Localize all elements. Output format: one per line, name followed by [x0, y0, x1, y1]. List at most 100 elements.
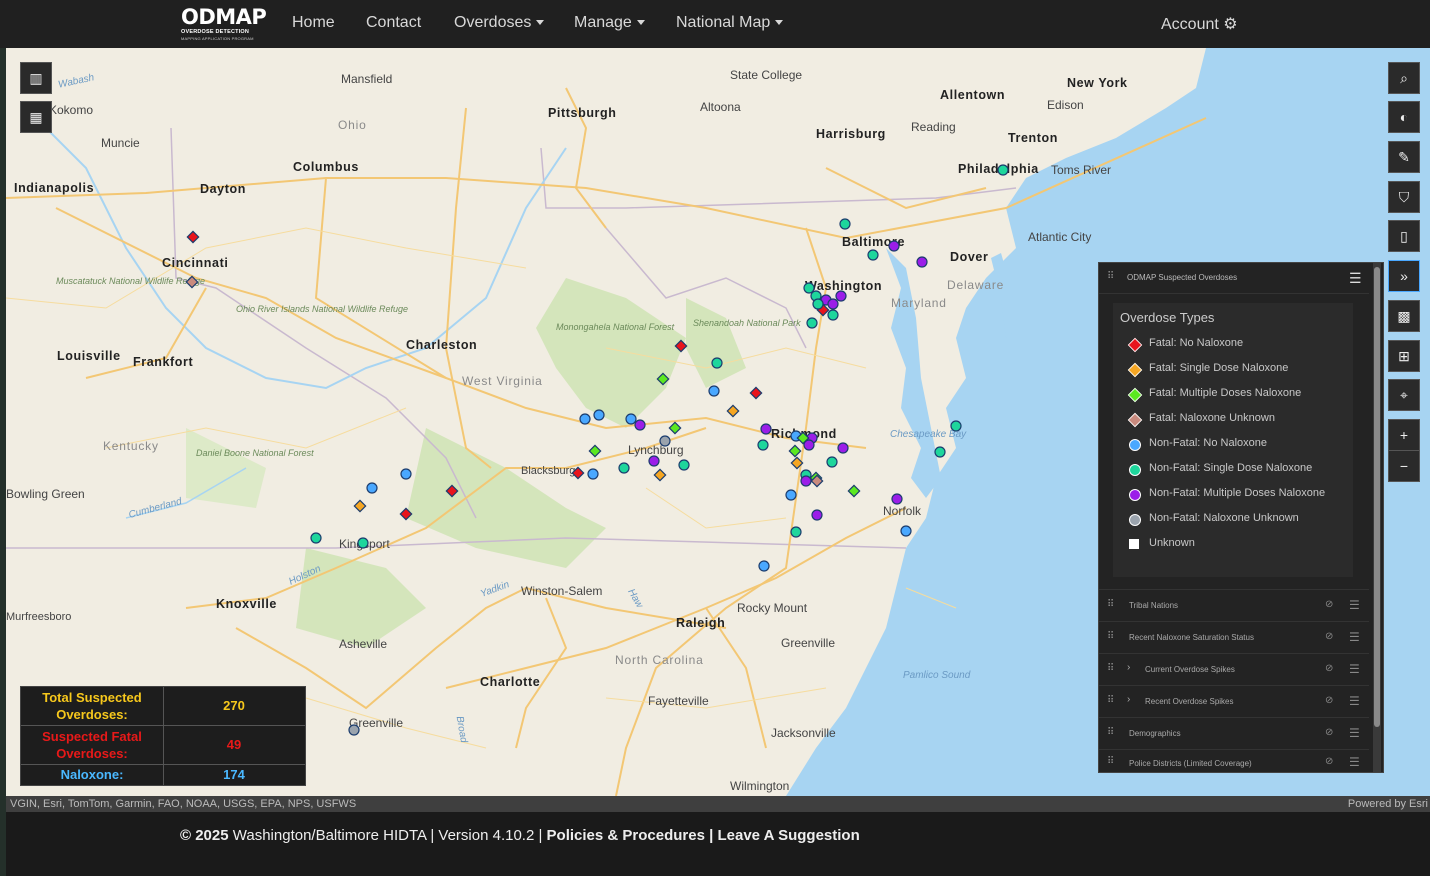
overdose-marker[interactable] [812, 298, 824, 310]
overdose-marker[interactable] [185, 275, 199, 289]
overdose-marker[interactable] [653, 468, 667, 482]
overdose-marker[interactable] [357, 537, 369, 549]
drag-handle-icon[interactable]: ⠿ [1107, 727, 1114, 738]
overdose-marker[interactable] [950, 420, 962, 432]
draw-pencil-icon[interactable]: ✎ [1388, 141, 1420, 173]
basemap-icon[interactable]: ◐ [1388, 101, 1420, 133]
overdose-marker[interactable] [785, 489, 797, 501]
overdose-marker[interactable] [934, 446, 946, 458]
overdose-marker[interactable] [366, 482, 378, 494]
overdose-marker[interactable] [587, 468, 599, 480]
list-icon[interactable]: ☰ [1349, 694, 1360, 708]
scrollbar-thumb[interactable] [1374, 267, 1380, 727]
overdose-marker[interactable] [711, 357, 723, 369]
overdose-marker[interactable] [867, 249, 879, 261]
chart-icon[interactable]: ▥ [20, 62, 52, 94]
visibility-off-icon[interactable]: ⊘ [1325, 663, 1334, 674]
overdose-marker[interactable] [353, 499, 367, 513]
list-icon[interactable]: ☰ [1349, 726, 1360, 740]
bookmark-icon[interactable]: ▯ [1388, 220, 1420, 252]
legend-scrollbar[interactable] [1373, 263, 1381, 772]
overdose-marker[interactable] [659, 435, 671, 447]
policies-link[interactable]: Policies & Procedures [546, 827, 705, 844]
overdose-marker[interactable] [811, 509, 823, 521]
overdose-marker[interactable] [593, 409, 605, 421]
overdose-marker[interactable] [835, 290, 847, 302]
overdose-marker[interactable] [399, 507, 413, 521]
overdose-marker[interactable] [827, 309, 839, 321]
layer-row[interactable]: ⠿ Demographics ⊘ ☰ [1099, 717, 1369, 750]
overdose-marker[interactable] [800, 475, 812, 487]
overdose-marker[interactable] [758, 560, 770, 572]
overdose-markers-layer[interactable] [6, 48, 1430, 796]
qr-grid-icon[interactable]: ▩ [1388, 300, 1420, 332]
list-icon[interactable]: ☰ [1349, 755, 1360, 769]
chevron-right-icon[interactable]: › [1127, 694, 1131, 705]
table-icon[interactable]: ▦ [20, 101, 52, 133]
overdose-marker[interactable] [847, 484, 861, 498]
overdose-marker[interactable] [810, 474, 824, 488]
layer-row[interactable]: ⠿ Police Districts (Limited Coverage) ⊘ ☰ [1099, 749, 1369, 772]
layer-row[interactable]: ⠿ › Current Overdose Spikes ⊘ ☰ [1099, 653, 1369, 686]
overdose-marker[interactable] [997, 164, 1009, 176]
search-icon[interactable]: ⌕ [1388, 62, 1420, 94]
nav-national-map-dropdown[interactable]: National Map [676, 14, 784, 32]
overdose-marker[interactable] [708, 385, 720, 397]
overdose-marker[interactable] [837, 442, 849, 454]
drag-handle-icon[interactable]: ⠿ [1107, 695, 1114, 706]
visibility-off-icon[interactable]: ⊘ [1325, 727, 1334, 738]
overdose-marker[interactable] [900, 525, 912, 537]
overdose-marker[interactable] [803, 282, 815, 294]
overdose-marker[interactable] [726, 404, 740, 418]
overdose-marker[interactable] [579, 413, 591, 425]
overdose-marker[interactable] [790, 456, 804, 470]
drag-handle-icon[interactable]: ⠿ [1107, 599, 1114, 610]
layer-row[interactable]: ⠿ Recent Naloxone Saturation Status ⊘ ☰ [1099, 621, 1369, 654]
overdose-marker[interactable] [310, 532, 322, 544]
layer-row[interactable]: ⠿ › Recent Overdose Spikes ⊘ ☰ [1099, 685, 1369, 718]
add-layer-icon[interactable]: ⊞ [1388, 340, 1420, 372]
overdose-marker[interactable] [625, 413, 637, 425]
overdose-marker[interactable] [788, 444, 802, 458]
overdose-marker[interactable] [674, 339, 688, 353]
overdose-marker[interactable] [826, 456, 838, 468]
list-icon[interactable]: ☰ [1349, 630, 1360, 644]
overdose-marker[interactable] [916, 256, 928, 268]
visibility-off-icon[interactable]: ⊘ [1325, 756, 1334, 767]
filter-icon[interactable]: ⛉ [1388, 181, 1420, 213]
nav-home[interactable]: Home [292, 14, 335, 31]
powered-by-esri[interactable]: Powered by Esri [1347, 798, 1428, 810]
visibility-off-icon[interactable]: ⊘ [1325, 695, 1334, 706]
overdose-marker[interactable] [827, 298, 839, 310]
overdose-marker[interactable] [891, 493, 903, 505]
suggestion-link[interactable]: Leave A Suggestion [717, 827, 860, 844]
overdose-marker[interactable] [668, 421, 682, 435]
drag-handle-icon[interactable]: ⠿ [1107, 271, 1114, 282]
overdose-marker[interactable] [760, 423, 772, 435]
nav-manage-dropdown[interactable]: Manage [574, 14, 645, 32]
overdose-marker[interactable] [618, 462, 630, 474]
overdose-marker[interactable] [790, 526, 802, 538]
overdose-marker[interactable] [749, 386, 763, 400]
overdose-marker[interactable] [757, 439, 769, 451]
drag-handle-icon[interactable]: ⠿ [1107, 663, 1114, 674]
list-icon[interactable]: ☰ [1349, 270, 1362, 286]
overdose-marker[interactable] [348, 724, 360, 736]
overdose-marker[interactable] [888, 240, 900, 252]
zoom-out-icon[interactable]: − [1388, 450, 1420, 482]
nav-account[interactable]: Account ⚙ [1161, 14, 1238, 34]
locate-icon[interactable]: ⌖ [1388, 379, 1420, 411]
overdose-marker[interactable] [588, 444, 602, 458]
drag-handle-icon[interactable]: ⠿ [1107, 756, 1114, 767]
overdose-marker[interactable] [186, 230, 200, 244]
list-icon[interactable]: ☰ [1349, 598, 1360, 612]
overdose-marker[interactable] [634, 419, 646, 431]
overdose-marker[interactable] [400, 468, 412, 480]
overdose-marker[interactable] [445, 484, 459, 498]
zoom-in-icon[interactable]: + [1388, 419, 1420, 451]
drag-handle-icon[interactable]: ⠿ [1107, 631, 1114, 642]
overdose-marker[interactable] [656, 372, 670, 386]
chevron-right-icon[interactable]: › [1127, 662, 1131, 673]
overdose-marker[interactable] [678, 459, 690, 471]
overdose-marker[interactable] [571, 466, 585, 480]
